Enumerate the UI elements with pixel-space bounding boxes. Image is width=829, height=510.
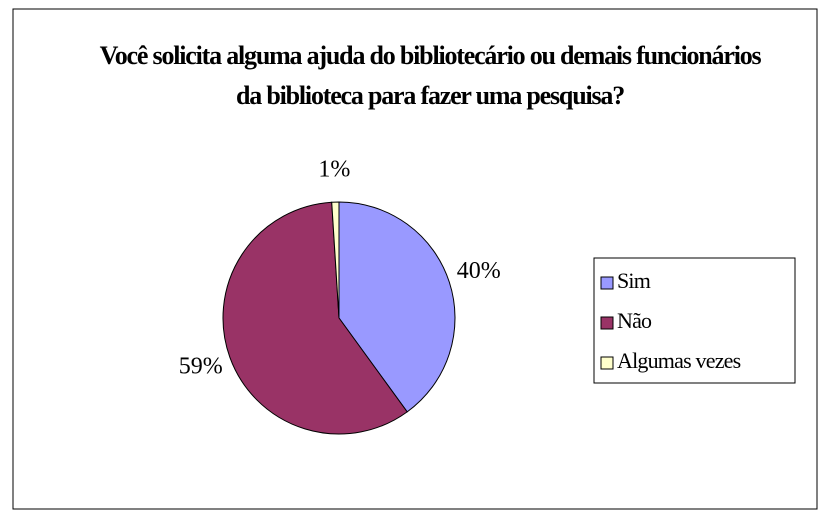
legend-swatch: [600, 356, 614, 370]
legend-swatch: [600, 276, 614, 290]
legend-label: Sim: [617, 268, 651, 293]
data-label: 59%: [179, 353, 223, 379]
legend-label: Não: [617, 308, 652, 333]
chart-title: Você solicita alguma ajuda do bibliotecá…: [99, 41, 762, 110]
legend-label: Algumas vezes: [617, 348, 741, 373]
legend-box: [593, 257, 796, 384]
pie-slice: [331, 201, 340, 319]
data-label: 40%: [457, 258, 501, 284]
data-label: 1%: [318, 157, 350, 183]
pie-slice: [222, 201, 408, 435]
legend-swatch: [600, 316, 614, 330]
pie-slice: [338, 201, 456, 413]
